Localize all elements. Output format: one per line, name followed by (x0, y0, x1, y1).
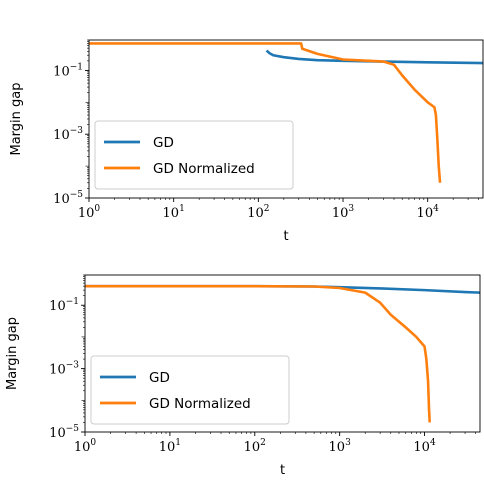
axes-frame (88, 39, 484, 199)
y-tick-label: 10−3 (53, 126, 83, 143)
series-line-gd-normalized (89, 42, 442, 183)
x-tick-label: 104 (417, 204, 440, 221)
x-tick-label: 101 (159, 438, 181, 455)
x-axis-label: t (283, 229, 288, 244)
y-tick-label: 10−1 (49, 297, 79, 314)
legend-label: GD Normalized (149, 396, 251, 412)
x-tick-label: 103 (332, 204, 355, 221)
legend-box (90, 355, 290, 425)
legend: GD GD Normalized (94, 120, 294, 190)
x-axis-label: t (280, 463, 285, 478)
x-tick-label: 100 (78, 204, 101, 221)
y-axis-label: Margin gap (5, 317, 20, 390)
x-tick-label: 104 (413, 438, 436, 455)
x-tick-label: 101 (163, 204, 185, 221)
legend-label: GD (149, 370, 170, 386)
y-axis-label: Margin gap (9, 82, 24, 155)
x-tick-label: 102 (247, 204, 269, 221)
legend-label: GD Normalized (153, 161, 255, 177)
y-tick-label: 10−5 (49, 424, 79, 441)
series-line-gd-normalized (85, 284, 431, 423)
chart-panel-1: 100 101 102 103 104 10−1 10−3 10−5 t Margin gap GD… (9, 39, 484, 244)
legend-box (94, 120, 294, 190)
y-tick-label: 10−5 (53, 190, 83, 207)
legend: GD GD Normalized (90, 355, 290, 425)
axes-frame (84, 274, 481, 433)
y-tick-label: 10−1 (53, 62, 83, 79)
legend-label: GD (153, 135, 174, 151)
series-line-gd (265, 49, 483, 65)
y-tick-label: 10−3 (49, 361, 79, 378)
x-tick-label: 102 (244, 438, 266, 455)
x-tick-label: 103 (329, 438, 352, 455)
chart-panel-2: 100 101 102 103 104 10−1 10−3 10−5 t Margin gap GD… (5, 274, 481, 478)
x-tick-label: 100 (74, 438, 97, 455)
